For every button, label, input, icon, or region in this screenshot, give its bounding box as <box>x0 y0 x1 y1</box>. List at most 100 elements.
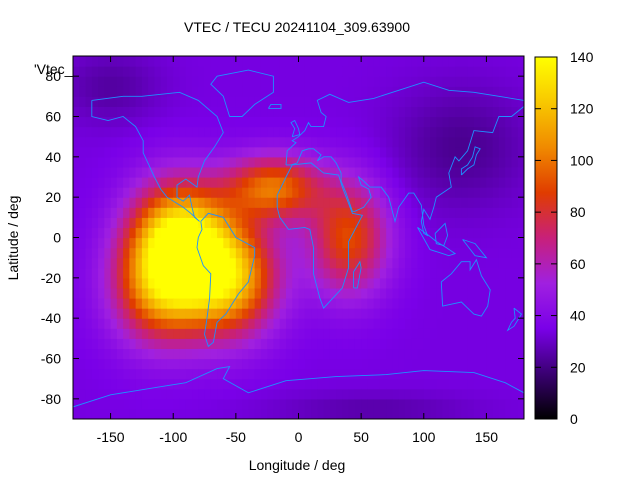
heatmap-cell <box>123 408 130 419</box>
heatmap-cell <box>511 378 519 390</box>
heatmap-cell <box>336 177 343 188</box>
heatmap-cell <box>473 237 481 249</box>
heatmap-cell <box>229 156 237 168</box>
heatmap-cell <box>104 408 112 419</box>
heatmap-cell <box>348 156 356 168</box>
heatmap-cell <box>79 257 87 269</box>
heatmap-cell <box>436 66 444 77</box>
heatmap-cell <box>430 318 437 329</box>
heatmap-cell <box>329 398 337 410</box>
heatmap-cell <box>79 126 87 138</box>
heatmap-cell <box>210 126 218 138</box>
heatmap-cell <box>423 187 431 198</box>
heatmap-cell <box>260 126 268 138</box>
heatmap-cell <box>492 116 500 128</box>
heatmap-cell <box>480 277 488 289</box>
heatmap-cell <box>185 86 193 97</box>
heatmap-cell <box>192 368 199 380</box>
heatmap-cell <box>348 358 356 370</box>
heatmap-cell <box>135 267 143 279</box>
heatmap-cell <box>148 227 156 239</box>
heatmap-cell <box>223 227 231 239</box>
heatmap-cell <box>417 96 425 108</box>
heatmap-cell <box>154 408 162 419</box>
heatmap-cell <box>367 298 375 309</box>
heatmap-cell <box>473 197 481 208</box>
heatmap-cell <box>141 408 149 419</box>
heatmap-cell <box>141 308 149 319</box>
heatmap-cell <box>185 177 193 188</box>
heatmap-cell <box>304 348 312 360</box>
heatmap-cell <box>279 237 287 249</box>
heatmap-cell <box>379 197 387 208</box>
heatmap-cell <box>354 267 362 279</box>
heatmap-cell <box>123 267 130 279</box>
heatmap-cell <box>492 227 500 239</box>
heatmap-cell <box>461 66 469 77</box>
heatmap-cell <box>467 126 475 138</box>
heatmap-cell <box>292 187 300 198</box>
heatmap-cell <box>198 86 206 97</box>
heatmap-cell <box>323 126 331 138</box>
heatmap-cell <box>98 338 105 350</box>
heatmap-cell <box>160 166 168 178</box>
heatmap-cell <box>417 207 425 218</box>
heatmap-cell <box>267 237 275 249</box>
heatmap-cell <box>517 277 524 289</box>
heatmap-cell <box>492 187 500 198</box>
heatmap-cell <box>411 76 419 87</box>
heatmap-cell <box>473 318 481 329</box>
heatmap-cell <box>185 227 193 239</box>
heatmap-cell <box>367 207 375 218</box>
heatmap-cell <box>505 207 513 218</box>
heatmap-cell <box>498 116 506 128</box>
heatmap-cell <box>292 247 300 259</box>
heatmap-cell <box>292 267 300 279</box>
heatmap-cell <box>173 318 181 329</box>
heatmap-cell <box>467 348 475 360</box>
heatmap-cell <box>354 136 362 148</box>
heatmap-cell <box>129 227 137 239</box>
heatmap-cell <box>442 348 450 360</box>
heatmap-cell <box>148 348 156 360</box>
heatmap-cell <box>185 237 193 249</box>
heatmap-cell <box>79 408 87 419</box>
heatmap-cell <box>123 388 130 400</box>
heatmap-cell <box>166 308 174 319</box>
heatmap-cell <box>317 378 325 390</box>
heatmap-cell <box>285 207 293 218</box>
heatmap-cell <box>279 267 287 279</box>
heatmap-cell <box>235 328 243 339</box>
heatmap-cell <box>473 398 481 410</box>
heatmap-cell <box>73 197 80 208</box>
heatmap-cell <box>73 126 80 138</box>
heatmap-cell <box>480 177 488 188</box>
heatmap-cell <box>367 328 375 339</box>
heatmap-cell <box>85 166 93 178</box>
heatmap-cell <box>242 378 249 390</box>
heatmap-cell <box>110 247 118 259</box>
heatmap-cell <box>248 358 256 370</box>
heatmap-cell <box>423 126 431 138</box>
heatmap-cell <box>354 358 362 370</box>
heatmap-cell <box>179 56 187 67</box>
heatmap-cell <box>448 136 456 148</box>
heatmap-cell <box>323 146 331 158</box>
heatmap-cell <box>304 166 312 178</box>
heatmap-cell <box>235 257 243 269</box>
heatmap-cell <box>480 257 488 269</box>
heatmap-cell <box>160 106 168 118</box>
heatmap-cell <box>498 86 506 97</box>
heatmap-cell <box>342 76 350 87</box>
heatmap-cell <box>498 257 506 269</box>
heatmap-cell <box>379 298 387 309</box>
heatmap-cell <box>379 126 387 138</box>
heatmap-cell <box>511 257 519 269</box>
heatmap-cell <box>254 328 262 339</box>
heatmap-cell <box>486 298 494 309</box>
heatmap-cell <box>217 227 224 239</box>
heatmap-cell <box>361 247 368 259</box>
heatmap-cell <box>166 388 174 400</box>
heatmap-cell <box>73 348 80 360</box>
heatmap-cell <box>423 156 431 168</box>
